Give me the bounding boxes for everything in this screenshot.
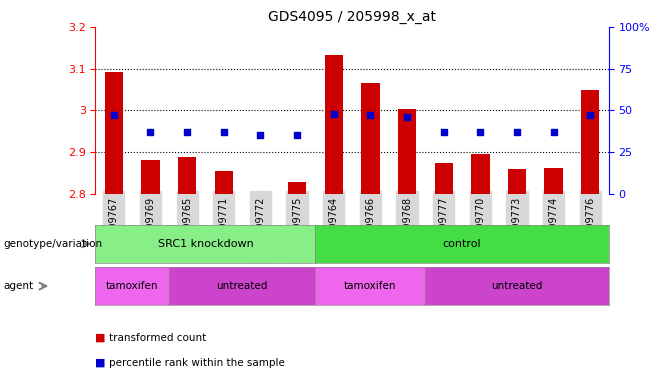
Bar: [361, 83, 380, 194]
Point: [255, 132, 266, 139]
Text: untreated: untreated: [492, 281, 543, 291]
Bar: [434, 162, 453, 194]
Point: [109, 113, 119, 119]
Text: tamoxifen: tamoxifen: [344, 281, 397, 291]
Title: GDS4095 / 205998_x_at: GDS4095 / 205998_x_at: [268, 10, 436, 25]
Bar: [178, 157, 196, 194]
Point: [218, 129, 229, 135]
Point: [585, 113, 595, 119]
Point: [328, 111, 339, 117]
Point: [475, 129, 486, 135]
Point: [365, 113, 376, 119]
Text: genotype/variation: genotype/variation: [3, 239, 103, 249]
Text: percentile rank within the sample: percentile rank within the sample: [109, 358, 284, 368]
Point: [182, 129, 192, 135]
Point: [438, 129, 449, 135]
Bar: [398, 109, 416, 194]
Bar: [215, 171, 233, 194]
Bar: [324, 55, 343, 194]
Text: SRC1 knockdown: SRC1 knockdown: [157, 239, 253, 249]
Bar: [105, 71, 123, 194]
Bar: [471, 154, 490, 194]
Text: untreated: untreated: [216, 281, 268, 291]
Text: tamoxifen: tamoxifen: [106, 281, 159, 291]
Text: transformed count: transformed count: [109, 333, 206, 343]
Text: control: control: [443, 239, 481, 249]
Point: [291, 132, 302, 139]
Bar: [141, 160, 159, 194]
Point: [512, 129, 522, 135]
Point: [402, 114, 413, 120]
Bar: [581, 90, 599, 194]
Text: ■: ■: [95, 358, 106, 368]
Bar: [288, 182, 306, 194]
Text: ■: ■: [95, 333, 106, 343]
Bar: [508, 169, 526, 194]
Point: [145, 129, 156, 135]
Point: [548, 129, 559, 135]
Text: agent: agent: [3, 281, 34, 291]
Bar: [544, 168, 563, 194]
